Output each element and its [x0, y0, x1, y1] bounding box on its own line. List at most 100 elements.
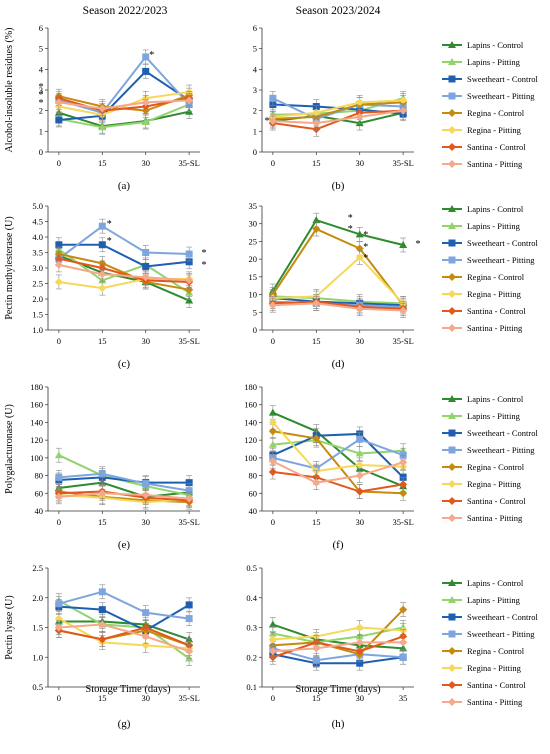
y-tick-label: 30 — [249, 219, 258, 229]
legend-label: Sweetheart - Pitting — [467, 629, 535, 639]
series-line — [58, 103, 190, 129]
series-line — [58, 604, 190, 632]
x-tick-label: 35-SL — [179, 158, 200, 168]
y-tick-label: 40 — [35, 506, 44, 516]
y-tick-label: 4 — [39, 64, 44, 74]
y-tick-label: 2.0 — [32, 593, 43, 603]
series-santina-pitting — [54, 257, 194, 288]
series-line — [272, 302, 404, 312]
data-point — [355, 112, 364, 121]
series-line — [272, 439, 404, 455]
data-point — [355, 449, 364, 457]
legend-marker — [448, 664, 456, 672]
x-tick-label: 15 — [98, 336, 107, 346]
legend-marker — [448, 41, 456, 48]
data-point — [185, 250, 193, 258]
series-line — [58, 590, 190, 620]
y-tick-label: 100 — [30, 453, 43, 463]
series-line — [58, 257, 190, 283]
y-tick-label: 5 — [253, 307, 257, 317]
series-santina-pitting — [268, 103, 408, 131]
data-point — [141, 491, 150, 500]
data-point — [356, 659, 364, 667]
x-tick-label: 0 — [271, 158, 275, 168]
series-line — [272, 430, 404, 495]
significance-star: * — [348, 224, 353, 235]
data-point — [98, 241, 106, 249]
series-sweetheart-pitting — [55, 466, 193, 498]
x-tick-label: 30 — [355, 336, 364, 346]
legend-label: Santina - Pitting — [467, 323, 523, 333]
series-line — [58, 55, 190, 114]
significance-star: * — [363, 230, 368, 241]
series-regina-pitting — [268, 415, 408, 479]
y-tick-label: 0.2 — [246, 652, 257, 662]
y-tick-label: 5 — [253, 44, 257, 54]
legend-marker — [448, 239, 456, 247]
x-tick-label: 30 — [355, 158, 364, 168]
series-line — [272, 421, 404, 473]
significance-star: * — [265, 116, 270, 127]
y-tick-label: 25 — [249, 236, 258, 246]
data-point — [355, 98, 364, 107]
legend-marker — [448, 514, 456, 522]
data-point — [312, 434, 321, 443]
legend-label: Santina - Control — [467, 142, 526, 152]
series-santina-pitting — [54, 617, 194, 659]
x-tick-label: 0 — [57, 517, 61, 527]
legend-label: Regina - Pitting — [467, 289, 522, 299]
series-line — [272, 608, 404, 656]
legend: Lapins - Control Lapins - Pitting Sweethea… — [442, 394, 538, 523]
y-tick-label: 2.5 — [32, 279, 43, 289]
legend-marker — [448, 480, 456, 488]
series-line — [272, 297, 404, 307]
data-point — [55, 600, 63, 608]
legend-marker — [448, 429, 456, 437]
legend-label: Lapins - Pitting — [467, 57, 521, 67]
y-axis-label: Pectin methylesterase (U) — [4, 216, 15, 319]
series-line — [58, 472, 190, 492]
y-tick-label: 0 — [39, 147, 43, 157]
data-point — [141, 98, 150, 107]
data-point — [142, 249, 150, 256]
y-tick-label: 4.0 — [32, 232, 43, 242]
series-line — [272, 218, 404, 292]
data-point — [355, 638, 364, 647]
y-tick-label: 3.0 — [32, 263, 43, 273]
y-tick-label: 100 — [244, 453, 257, 463]
x-tick-label: 15 — [98, 693, 107, 703]
y-tick-label: 3 — [253, 85, 257, 95]
x-tick-label: 35 — [399, 693, 408, 703]
panel-letter: (a) — [118, 180, 131, 192]
legend-label: Sweetheart - Pitting — [467, 255, 535, 265]
legend-label: Santina - Control — [467, 306, 526, 316]
legend-label: Regina - Control — [467, 646, 525, 656]
data-point — [268, 468, 277, 477]
legend-marker — [448, 579, 456, 586]
series-line — [58, 263, 190, 282]
x-tick-label: 0 — [271, 336, 275, 346]
series-line — [272, 109, 404, 131]
data-point — [312, 478, 321, 487]
y-tick-label: 0.1 — [246, 682, 257, 692]
y-tick-label: 60 — [35, 488, 44, 498]
data-point — [141, 632, 150, 641]
legend-label: Sweetheart - Control — [467, 612, 538, 622]
legend-label: Santina - Control — [467, 496, 526, 506]
x-tick-label: 0 — [57, 336, 61, 346]
legend-label: Regina - Pitting — [467, 479, 522, 489]
y-tick-label: 1.5 — [32, 310, 43, 320]
legend-marker — [448, 126, 456, 134]
legend-marker — [448, 497, 456, 505]
series-santina-pitting — [268, 454, 408, 490]
significance-star: * — [416, 239, 421, 250]
data-point — [54, 451, 63, 459]
y-tick-label: 5 — [39, 44, 43, 54]
x-tick-label: 35-SL — [179, 336, 200, 346]
data-point — [98, 470, 106, 478]
series-line — [272, 471, 404, 493]
y-tick-label: 5.0 — [32, 201, 43, 211]
legend-marker — [448, 412, 456, 419]
